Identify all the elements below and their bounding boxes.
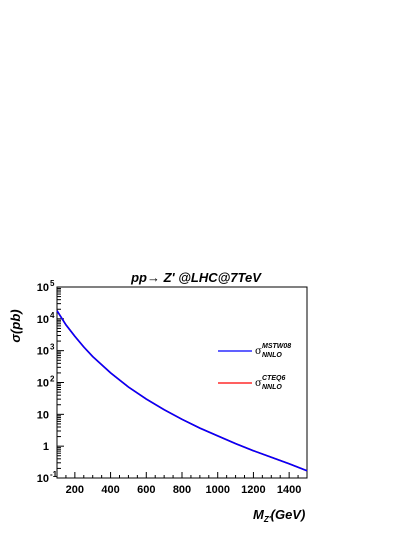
legend-symbol: σ [255,346,262,357]
x-axis: 200 400 600 800 1000 1200 1400 [56,472,308,496]
plot-frame [56,286,308,479]
y-tick-exponent: -1 [50,470,58,479]
y-tick-exponent: 3 [50,343,55,352]
y-tick-exponent: 2 [50,375,55,384]
y-tick-label: 1 [43,441,49,453]
legend-label-sub: NNLO [262,352,282,359]
x-tick-label: 200 [66,484,84,496]
series-group [56,310,308,472]
y-tick-label: 10 [37,314,49,326]
chart-title: pp→ Z' @LHC@7TeV [130,270,262,285]
legend-symbol: σ [255,378,262,389]
y-axis-label: σ(pb) [8,309,23,342]
x-axis-label: MZ'(GeV) [253,507,305,524]
y-tick-label: 10 [37,378,49,390]
x-axis-label-sub: Z' [263,515,272,524]
x-axis-label-main: M [253,507,265,522]
y-tick-exponent: 5 [50,279,55,288]
x-tick-label: 800 [173,484,191,496]
legend-label-sup: CTEQ6 [262,375,285,382]
x-tick-label: 600 [137,484,155,496]
y-tick-exponent: 4 [50,311,55,320]
y-tick-label: 10 [37,346,49,358]
legend-label-sub: NNLO [262,384,282,391]
x-tick-label: 1200 [241,484,265,496]
x-axis-label-unit: (GeV) [271,507,306,522]
y-tick-label: 10 [37,282,49,294]
legend-label-sup: MSTW08 [262,343,291,350]
series-line-mstw08 [56,310,308,472]
y-tick-label: 10 [37,473,49,485]
y-tick-label: 10 [37,409,49,421]
x-tick-label: 1400 [277,484,301,496]
x-tick-label: 1000 [205,484,229,496]
x-tick-label: 400 [101,484,119,496]
